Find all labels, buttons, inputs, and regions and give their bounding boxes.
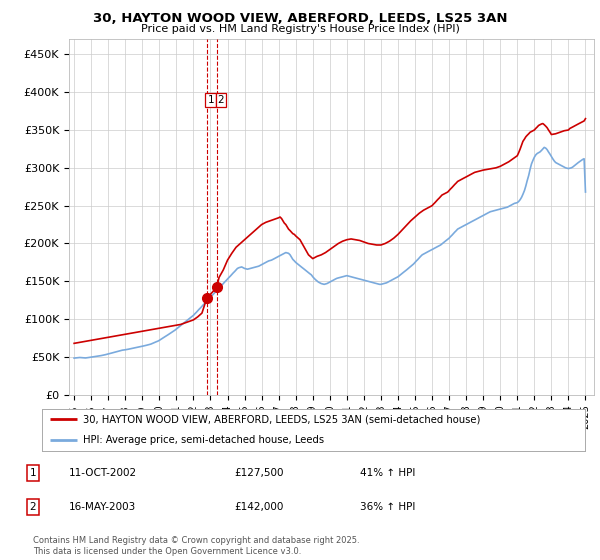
Text: 30, HAYTON WOOD VIEW, ABERFORD, LEEDS, LS25 3AN (semi-detached house): 30, HAYTON WOOD VIEW, ABERFORD, LEEDS, L… [83, 414, 480, 424]
Text: 16-MAY-2003: 16-MAY-2003 [69, 502, 136, 512]
Text: 2: 2 [29, 502, 37, 512]
Text: 41% ↑ HPI: 41% ↑ HPI [360, 468, 415, 478]
Text: HPI: Average price, semi-detached house, Leeds: HPI: Average price, semi-detached house,… [83, 435, 324, 445]
Text: Contains HM Land Registry data © Crown copyright and database right 2025.
This d: Contains HM Land Registry data © Crown c… [33, 536, 359, 556]
Text: Price paid vs. HM Land Registry's House Price Index (HPI): Price paid vs. HM Land Registry's House … [140, 24, 460, 34]
Text: £127,500: £127,500 [234, 468, 284, 478]
Text: £142,000: £142,000 [234, 502, 283, 512]
Text: 1: 1 [29, 468, 37, 478]
Text: 36% ↑ HPI: 36% ↑ HPI [360, 502, 415, 512]
Text: 2: 2 [218, 95, 224, 105]
Text: 30, HAYTON WOOD VIEW, ABERFORD, LEEDS, LS25 3AN: 30, HAYTON WOOD VIEW, ABERFORD, LEEDS, L… [93, 12, 507, 25]
Text: 1: 1 [208, 95, 214, 105]
Text: 11-OCT-2002: 11-OCT-2002 [69, 468, 137, 478]
